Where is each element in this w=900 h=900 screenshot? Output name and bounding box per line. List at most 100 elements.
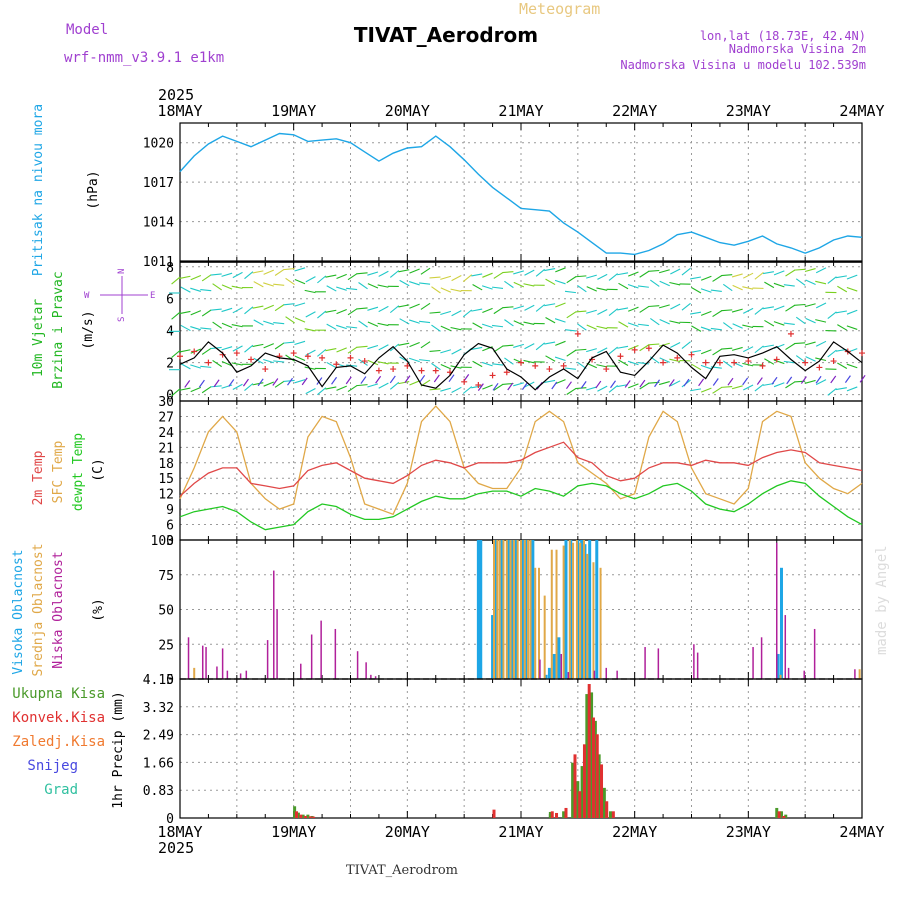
wind-arrow [190,274,202,281]
wind-arrow [274,342,285,350]
gust-marker [375,367,382,374]
cloud-bar [572,542,575,679]
cloud-bar [605,667,607,679]
wind-arrow-low [257,378,264,387]
cloud-bar [550,549,553,679]
wind-arrow [377,322,389,327]
temp-units: (C) [91,458,106,481]
wind-arrow [201,347,212,355]
precip-bar [492,809,496,818]
y-tick-label: 12 [158,488,174,503]
wind-arrow [805,356,816,362]
gust-marker [233,350,240,357]
cloud-bar [564,540,568,679]
wind-arrow [317,310,327,319]
gust-marker [532,362,539,369]
cloud-bar [567,672,570,679]
cloud-bar [273,570,275,679]
wind-arrow [513,382,524,387]
wind-arrow [273,360,285,363]
wind-arrow [378,382,389,389]
wind-arrow [420,302,431,310]
precip-bar [777,811,781,818]
cloud-bar [496,540,499,679]
gust-marker [503,369,510,376]
wind-arrow [835,275,847,279]
wind-arrow [429,276,441,279]
dewpt-line [179,480,863,531]
wind-arrow [628,271,639,277]
cloud-bar [693,644,695,679]
precip-bar [611,811,615,818]
wind-arrow [389,270,400,278]
wind-arrow [451,310,462,317]
cloud-bar [552,653,556,679]
y-tick-label: 24 [158,426,174,441]
wind-arrow [431,324,441,332]
wind-arrow-low [756,377,763,385]
wind-arrow [171,350,181,359]
precip-bar [580,766,584,818]
wind-arrow [285,277,295,286]
cloud-bar [776,542,778,679]
wind-arrow [398,342,410,346]
day-label-bottom: 22MAY [612,823,657,841]
cloud-bar [696,652,699,679]
day-label-bottom: 19MAY [271,823,316,841]
wind-arrow [690,276,702,280]
wind-arrow [659,357,670,363]
wind-arrow [575,348,587,351]
wind-arrow [450,288,462,292]
wind-arrow [325,309,337,313]
wind-arrow [805,279,816,286]
wind-arrow-low [727,377,734,386]
wind-arrow [544,379,556,383]
wind-arrow [347,273,358,281]
wind-arrow [577,323,587,331]
cloud-bar [813,628,816,679]
wind-arrow [294,278,306,285]
wind-arrow [263,304,274,311]
wind-arrow [429,349,441,353]
wind-arrow [575,310,587,313]
wind-arrow [180,324,191,332]
wind-arrow [190,364,202,369]
gust-marker [546,366,553,373]
precip-bar [299,814,303,818]
temp-ylabel-dewpt: dewpt Temp [71,433,86,511]
wind-arrow [232,345,243,352]
wind-arrow [263,343,274,349]
wind-arrow [263,269,274,275]
wind-arrow [846,386,858,392]
wind-arrow [524,343,535,350]
wind-arrow [274,380,285,388]
wind-arrow [783,360,795,364]
wind-arrow [721,347,733,350]
y-tick-label: 1014 [143,216,174,231]
wind-arrow [731,346,743,351]
cloud-bar [334,628,337,679]
y-tick-label: 18 [158,457,174,472]
y-tick-label: 1.66 [143,756,174,771]
wind-arrow-low [301,377,308,386]
wind-arrow [190,287,202,292]
gust-marker [773,356,780,363]
wind-arrow [804,379,816,384]
wind-arrow [440,364,452,370]
wind-arrow [513,270,524,275]
cloud-bar [266,640,269,679]
gust-marker [475,382,482,389]
wind-arrow [712,275,723,282]
wind-arrow [492,363,504,366]
y-tick-label: 27 [158,410,174,425]
wind-arrow-low [507,382,514,391]
wind-arrow-low [624,380,631,388]
wind-arrow [347,308,358,316]
precip-bar [578,791,582,818]
wind-arrow [639,270,650,278]
wind-arrow [815,302,827,309]
wind-arrow [597,273,608,280]
precip-bar [550,811,554,818]
wind-arrow [742,324,754,329]
wind-arrow [409,380,420,386]
